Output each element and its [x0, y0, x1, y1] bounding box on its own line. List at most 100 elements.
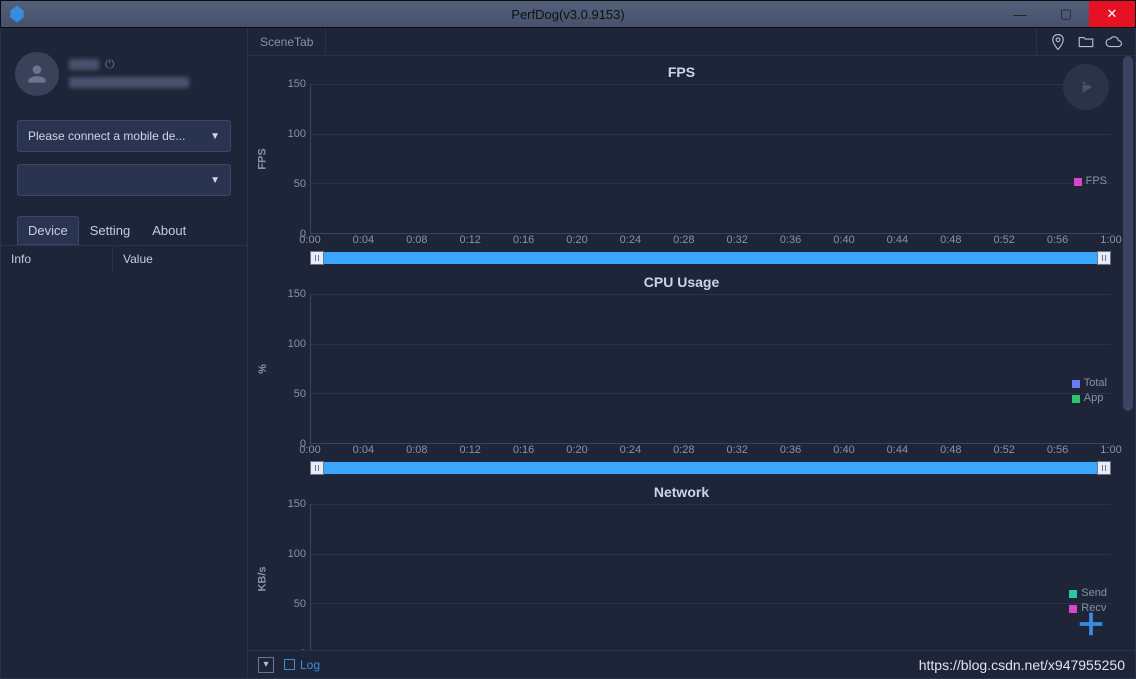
- y-axis-label: KB/s: [257, 566, 269, 591]
- watermark-url: https://blog.csdn.net/x947955250: [919, 657, 1125, 673]
- y-tick: 150: [288, 78, 306, 90]
- caret-down-icon: ▼: [210, 131, 220, 142]
- app-select[interactable]: ▼: [17, 164, 231, 196]
- log-label: Log: [300, 658, 320, 672]
- legend-label: FPS: [1086, 174, 1107, 189]
- chart-title: Network: [252, 480, 1111, 504]
- bottom-bar: ▾ Log https://blog.csdn.net/x947955250: [248, 650, 1135, 678]
- legend-swatch: [1069, 590, 1077, 598]
- log-checkbox[interactable]: Log: [284, 658, 320, 672]
- legend-label: Total: [1084, 376, 1107, 391]
- legend-swatch: [1072, 395, 1080, 403]
- time-range-slider[interactable]: [310, 252, 1111, 264]
- x-tick: 0:48: [940, 444, 961, 456]
- slider-handle-left[interactable]: [310, 461, 324, 475]
- x-tick: 0:52: [993, 444, 1014, 456]
- sidebar: ⏻ Please connect a mobile de... ▼ ▼ Devi…: [1, 28, 248, 678]
- x-tick: 0:52: [993, 234, 1014, 246]
- info-table-header: Info Value: [1, 245, 247, 272]
- chart-title: CPU Usage: [252, 270, 1111, 294]
- x-tick: 0:40: [833, 444, 854, 456]
- device-select[interactable]: Please connect a mobile de... ▼: [17, 120, 231, 152]
- minimize-button[interactable]: —: [997, 1, 1043, 27]
- scene-tab[interactable]: SceneTab: [248, 28, 326, 55]
- x-tick: 0:28: [673, 444, 694, 456]
- y-tick: 150: [288, 498, 306, 510]
- x-tick: 0:32: [726, 234, 747, 246]
- legend-swatch: [1069, 605, 1077, 613]
- x-tick: 0:08: [406, 234, 427, 246]
- y-tick: 50: [294, 178, 306, 190]
- x-tick: 0:44: [887, 444, 908, 456]
- x-tick: 1:00: [1100, 444, 1121, 456]
- x-tick: 0:00: [299, 234, 320, 246]
- legend-swatch: [1074, 178, 1082, 186]
- collapse-toggle[interactable]: ▾: [258, 657, 274, 673]
- cloud-icon[interactable]: [1105, 33, 1123, 51]
- x-tick: 0:24: [620, 234, 641, 246]
- top-strip: SceneTab: [248, 28, 1135, 56]
- x-tick: 0:28: [673, 234, 694, 246]
- device-select-label: Please connect a mobile de...: [28, 129, 185, 143]
- x-tick: 0:48: [940, 234, 961, 246]
- user-block: ⏻: [1, 28, 247, 120]
- value-col-header: Value: [113, 246, 247, 272]
- y-tick: 0: [300, 648, 306, 650]
- y-tick: 100: [288, 338, 306, 350]
- x-tick: 0:16: [513, 234, 534, 246]
- location-icon[interactable]: [1049, 33, 1067, 51]
- x-tick: 0:44: [887, 234, 908, 246]
- avatar[interactable]: [15, 52, 59, 96]
- maximize-button[interactable]: ▢: [1043, 1, 1089, 27]
- info-col-header: Info: [1, 246, 113, 272]
- plot-area[interactable]: FPS: [310, 84, 1111, 234]
- tab-device[interactable]: Device: [17, 216, 79, 245]
- y-axis-label: %: [257, 364, 269, 374]
- legend-label: Recv: [1081, 601, 1106, 616]
- tab-about[interactable]: About: [141, 216, 197, 245]
- legend-swatch: [1072, 380, 1080, 388]
- userinfo-redacted: [69, 77, 189, 88]
- x-tick: 0:12: [459, 444, 480, 456]
- y-tick: 50: [294, 388, 306, 400]
- x-tick: 0:00: [299, 444, 320, 456]
- x-tick: 0:40: [833, 234, 854, 246]
- window-titlebar: PerfDog(v3.0.9153) — ▢ ✕: [0, 0, 1136, 28]
- power-icon[interactable]: ⏻: [105, 57, 115, 72]
- close-button[interactable]: ✕: [1089, 1, 1135, 27]
- username-redacted: [69, 59, 99, 70]
- folder-icon[interactable]: [1077, 33, 1095, 51]
- x-tick: 0:04: [353, 444, 374, 456]
- legend-label: App: [1084, 391, 1104, 406]
- plot-area[interactable]: SendRecv: [310, 504, 1111, 650]
- x-tick: 0:20: [566, 444, 587, 456]
- x-tick: 0:56: [1047, 234, 1068, 246]
- charts-area: FPSFPS050100150FPS0:000:040:080:120:160:…: [248, 56, 1135, 650]
- slider-handle-right[interactable]: [1097, 251, 1111, 265]
- time-range-slider[interactable]: [310, 462, 1111, 474]
- x-tick: 0:36: [780, 444, 801, 456]
- x-tick: 0:20: [566, 234, 587, 246]
- scrollbar-thumb[interactable]: [1123, 56, 1133, 411]
- x-tick: 0:24: [620, 444, 641, 456]
- legend-label: Send: [1081, 586, 1107, 601]
- slider-handle-right[interactable]: [1097, 461, 1111, 475]
- y-tick: 50: [294, 598, 306, 610]
- slider-handle-left[interactable]: [310, 251, 324, 265]
- chart-cpu: CPU Usage%050100150TotalApp0:000:040:080…: [252, 270, 1111, 474]
- window-title: PerfDog(v3.0.9153): [511, 7, 624, 22]
- x-tick: 0:32: [726, 444, 747, 456]
- legend: SendRecv: [1069, 586, 1107, 616]
- plot-area[interactable]: TotalApp: [310, 294, 1111, 444]
- x-tick: 0:16: [513, 444, 534, 456]
- y-tick: 150: [288, 288, 306, 300]
- x-tick: 0:04: [353, 234, 374, 246]
- tab-setting[interactable]: Setting: [79, 216, 141, 245]
- x-tick: 0:08: [406, 444, 427, 456]
- x-tick: 1:00: [1100, 234, 1121, 246]
- sidebar-tabs: Device Setting About: [1, 216, 247, 245]
- y-tick: 100: [288, 128, 306, 140]
- user-icon: [24, 61, 50, 87]
- scrollbar[interactable]: [1123, 56, 1133, 648]
- content: SceneTab FPSFPS050100150FPS0:000:040:080…: [248, 28, 1135, 678]
